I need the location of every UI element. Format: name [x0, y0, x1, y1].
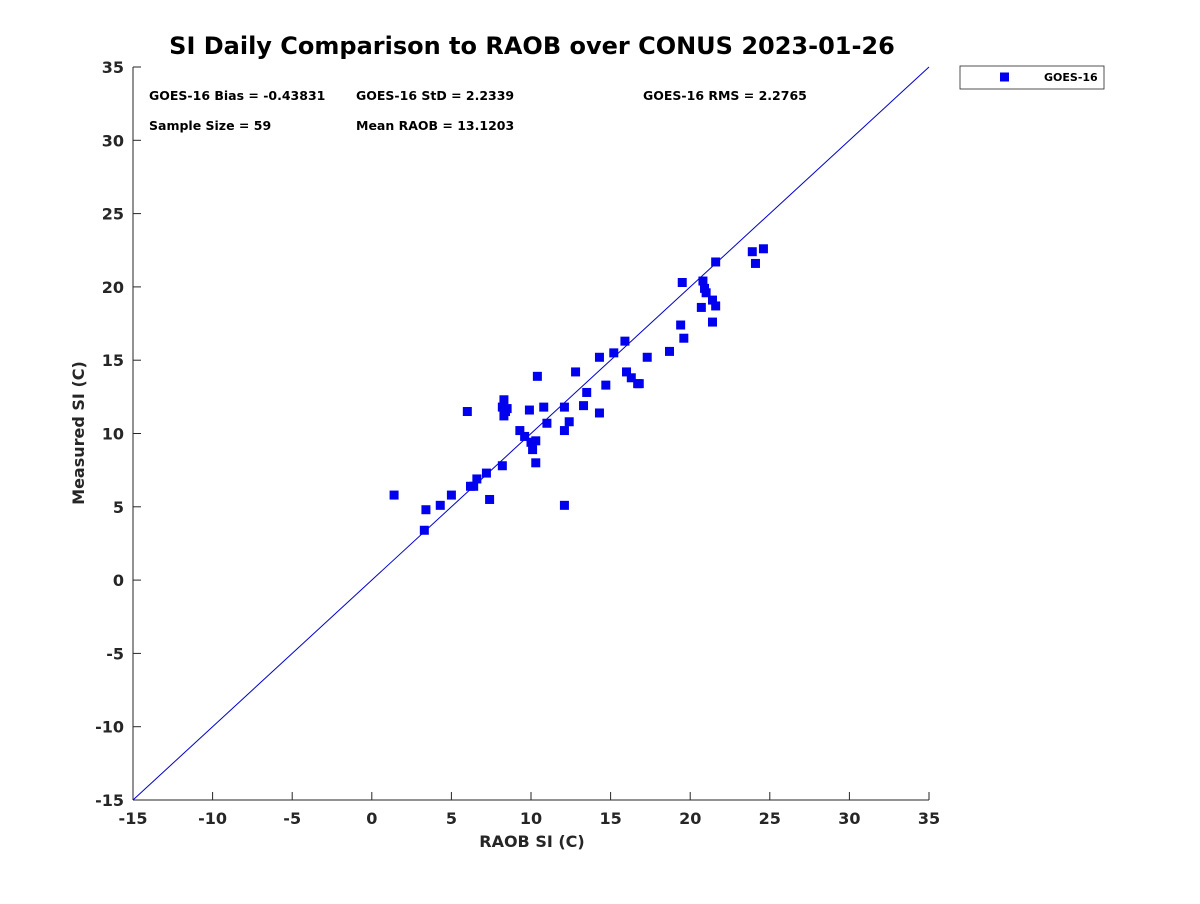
data-point: [711, 301, 721, 311]
data-point: [559, 402, 569, 412]
plot-area: -15 -10 -5 0 5 10 15 20 25 30 35 -15 -10 -5 0 5 10 15 20 25…: [95, 58, 940, 828]
data-point: [707, 295, 717, 305]
data-point: [620, 336, 630, 346]
data-point: [707, 317, 717, 327]
rms-annotation: GOES-16 RMS = 2.2765: [643, 88, 807, 103]
data-point: [594, 408, 604, 418]
x-tick-label: 30: [838, 809, 860, 828]
y-tick-label: 0: [113, 571, 124, 590]
data-point: [528, 445, 538, 455]
data-point: [542, 418, 552, 428]
data-point: [389, 490, 399, 500]
data-point: [531, 436, 541, 446]
data-point: [531, 458, 541, 468]
std-annotation: GOES-16 StD = 2.2339: [356, 88, 514, 103]
data-point: [524, 405, 534, 415]
data-point: [634, 379, 644, 389]
data-point: [747, 247, 757, 257]
x-tick-label: 20: [679, 809, 701, 828]
data-point: [696, 302, 706, 312]
x-tick-label: 15: [599, 809, 621, 828]
y-tick-label: 5: [113, 498, 124, 517]
data-point: [665, 346, 675, 356]
data-point: [499, 395, 509, 405]
one-to-one-line: [132, 66, 930, 801]
mean-raob-annotation: Mean RAOB = 13.1203: [356, 118, 514, 133]
x-tick-label: 35: [918, 809, 940, 828]
data-point: [515, 426, 525, 436]
bias-annotation: GOES-16 Bias = -0.43831: [149, 88, 325, 103]
data-point: [626, 373, 636, 383]
x-tick-label: -10: [198, 809, 227, 828]
data-point: [481, 468, 491, 478]
data-point: [601, 380, 611, 390]
y-axis-label: Measured SI (C): [69, 361, 88, 505]
data-point: [559, 426, 569, 436]
legend-label-goes-16: GOES-16: [1044, 71, 1098, 84]
data-point: [701, 288, 711, 298]
data-point: [539, 402, 549, 412]
sample-size-annotation: Sample Size = 59: [149, 118, 271, 133]
x-tick-label: 10: [520, 809, 542, 828]
legend-box: [959, 65, 1105, 90]
data-point: [421, 505, 431, 515]
data-point: [750, 258, 760, 268]
data-point: [609, 348, 619, 358]
data-point: [642, 352, 652, 362]
data-point: [758, 244, 768, 254]
data-point: [462, 407, 472, 417]
y-tick-label: -5: [106, 644, 124, 663]
y-tick-label: 30: [102, 131, 124, 150]
y-tick-label: 10: [102, 425, 124, 444]
data-point: [676, 320, 686, 330]
data-point: [469, 481, 479, 491]
y-tick-label: 35: [102, 58, 124, 77]
data-point: [419, 525, 429, 535]
x-tick-label: 0: [366, 809, 377, 828]
legend: GOES-16: [959, 65, 1105, 90]
data-point: [497, 461, 507, 471]
data-point: [582, 387, 592, 397]
data-point: [472, 474, 482, 484]
data-point: [711, 257, 721, 267]
data-point: [571, 367, 581, 377]
y-tick-label: 15: [102, 351, 124, 370]
data-point: [622, 367, 632, 377]
chart-title: SI Daily Comparison to RAOB over CONUS 2…: [169, 32, 895, 60]
data-point: [446, 490, 456, 500]
x-tick-label: -15: [119, 809, 148, 828]
legend-marker-goes-16: [1000, 72, 1009, 82]
y-tick-label: -10: [95, 718, 124, 737]
y-tick-label: 20: [102, 278, 124, 297]
data-point: [677, 278, 687, 288]
data-point: [485, 494, 495, 504]
x-tick-label: 5: [446, 809, 457, 828]
x-tick-label: 25: [759, 809, 781, 828]
data-point: [520, 431, 530, 441]
data-point: [559, 500, 569, 510]
y-tick-label: -15: [95, 791, 124, 810]
data-point: [502, 404, 512, 414]
x-tick-label: -5: [283, 809, 301, 828]
data-point: [698, 276, 708, 286]
data-point: [579, 401, 589, 411]
data-point: [526, 437, 536, 447]
data-point: [594, 352, 604, 362]
x-axis-label: RAOB SI (C): [479, 832, 584, 851]
y-tick-label: 25: [102, 205, 124, 224]
data-point: [532, 371, 542, 381]
data-point: [679, 333, 689, 343]
data-point: [564, 417, 574, 427]
data-point: [435, 500, 445, 510]
